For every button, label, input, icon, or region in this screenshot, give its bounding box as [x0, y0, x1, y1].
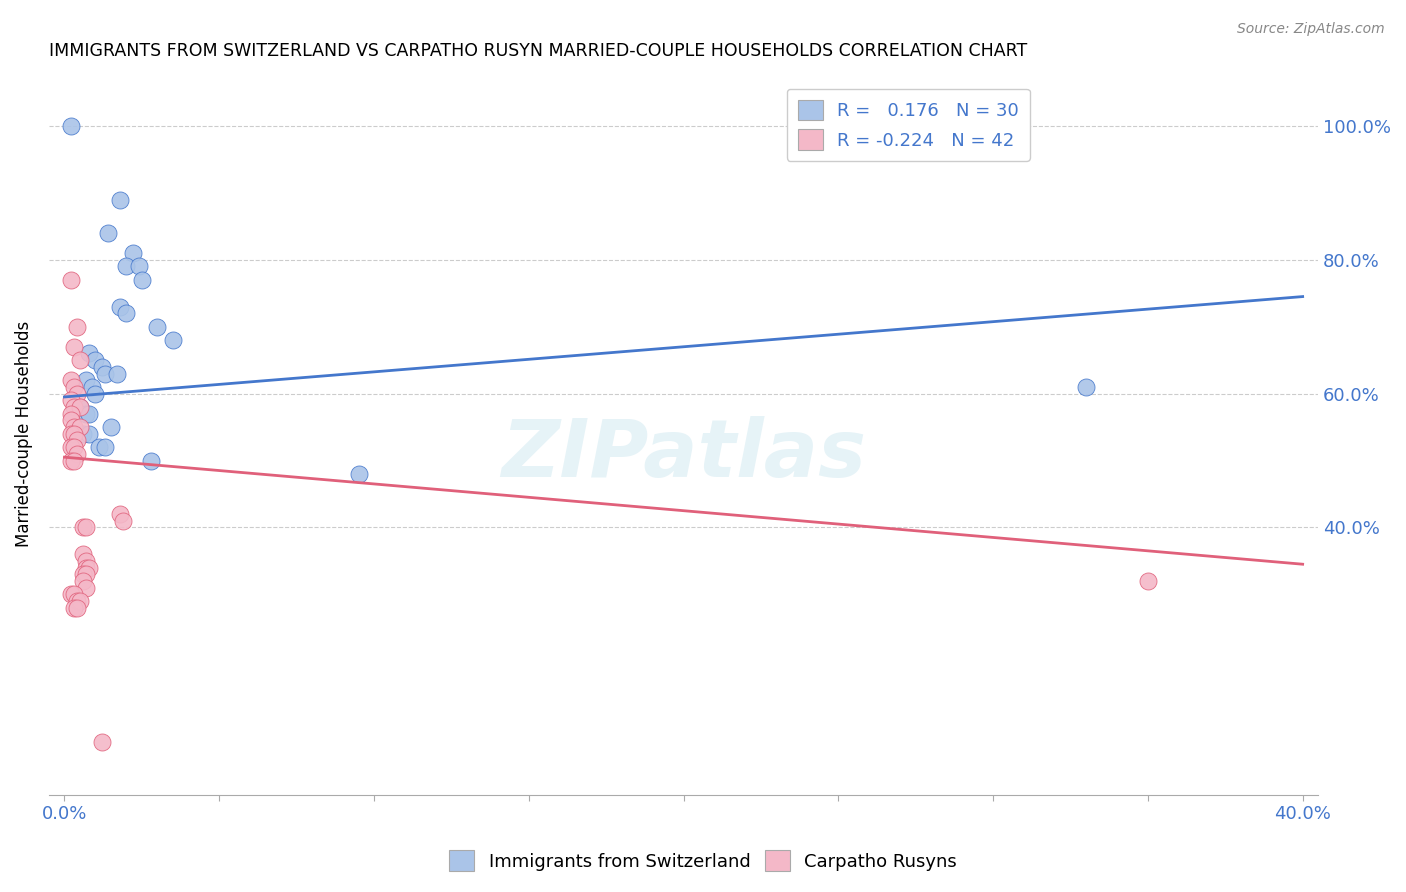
Point	[93, 440, 115, 454]
Point	[69, 594, 91, 608]
Point	[128, 260, 150, 274]
Point	[75, 520, 97, 534]
Point	[69, 353, 91, 368]
Point	[59, 407, 82, 421]
Point	[59, 273, 82, 287]
Text: ZIPatlas: ZIPatlas	[501, 417, 866, 494]
Point	[1136, 574, 1159, 588]
Legend: Immigrants from Switzerland, Carpatho Rusyns: Immigrants from Switzerland, Carpatho Ru…	[441, 843, 965, 879]
Point	[59, 393, 82, 408]
Point	[62, 380, 84, 394]
Point	[62, 440, 84, 454]
Point	[69, 420, 91, 434]
Point	[100, 420, 122, 434]
Point	[59, 440, 82, 454]
Point	[146, 319, 169, 334]
Point	[347, 467, 370, 481]
Point	[72, 567, 94, 582]
Point	[59, 413, 82, 427]
Point	[62, 600, 84, 615]
Point	[59, 119, 82, 133]
Point	[59, 373, 82, 387]
Point	[115, 260, 138, 274]
Point	[75, 554, 97, 568]
Point	[66, 447, 89, 461]
Point	[66, 386, 89, 401]
Point	[162, 333, 184, 347]
Point	[75, 373, 97, 387]
Point	[84, 353, 107, 368]
Point	[75, 407, 97, 421]
Point	[90, 359, 112, 374]
Point	[75, 567, 97, 582]
Text: Source: ZipAtlas.com: Source: ZipAtlas.com	[1237, 22, 1385, 37]
Point	[84, 386, 107, 401]
Point	[77, 426, 100, 441]
Point	[139, 453, 162, 467]
Point	[93, 367, 115, 381]
Point	[77, 560, 100, 574]
Text: IMMIGRANTS FROM SWITZERLAND VS CARPATHO RUSYN MARRIED-COUPLE HOUSEHOLDS CORRELAT: IMMIGRANTS FROM SWITZERLAND VS CARPATHO …	[49, 42, 1028, 60]
Point	[90, 734, 112, 748]
Point	[72, 520, 94, 534]
Point	[121, 246, 143, 260]
Point	[97, 226, 120, 240]
Point	[75, 560, 97, 574]
Point	[69, 400, 91, 414]
Point	[66, 319, 89, 334]
Point	[59, 426, 82, 441]
Legend: R =   0.176   N = 30, R = -0.224   N = 42: R = 0.176 N = 30, R = -0.224 N = 42	[787, 88, 1029, 161]
Point	[66, 434, 89, 448]
Point	[62, 420, 84, 434]
Point	[62, 426, 84, 441]
Point	[72, 547, 94, 561]
Point	[77, 346, 100, 360]
Point	[69, 400, 91, 414]
Point	[66, 600, 89, 615]
Point	[75, 581, 97, 595]
Point	[1074, 380, 1097, 394]
Point	[59, 453, 82, 467]
Point	[59, 587, 82, 601]
Point	[105, 367, 128, 381]
Point	[62, 587, 84, 601]
Point	[62, 400, 84, 414]
Point	[108, 193, 131, 207]
Point	[82, 380, 104, 394]
Y-axis label: Married-couple Households: Married-couple Households	[15, 320, 32, 547]
Point	[66, 594, 89, 608]
Point	[62, 340, 84, 354]
Point	[115, 306, 138, 320]
Point	[112, 514, 135, 528]
Point	[108, 507, 131, 521]
Point	[72, 426, 94, 441]
Point	[62, 453, 84, 467]
Point	[131, 273, 153, 287]
Point	[72, 574, 94, 588]
Point	[87, 440, 110, 454]
Point	[77, 407, 100, 421]
Point	[108, 300, 131, 314]
